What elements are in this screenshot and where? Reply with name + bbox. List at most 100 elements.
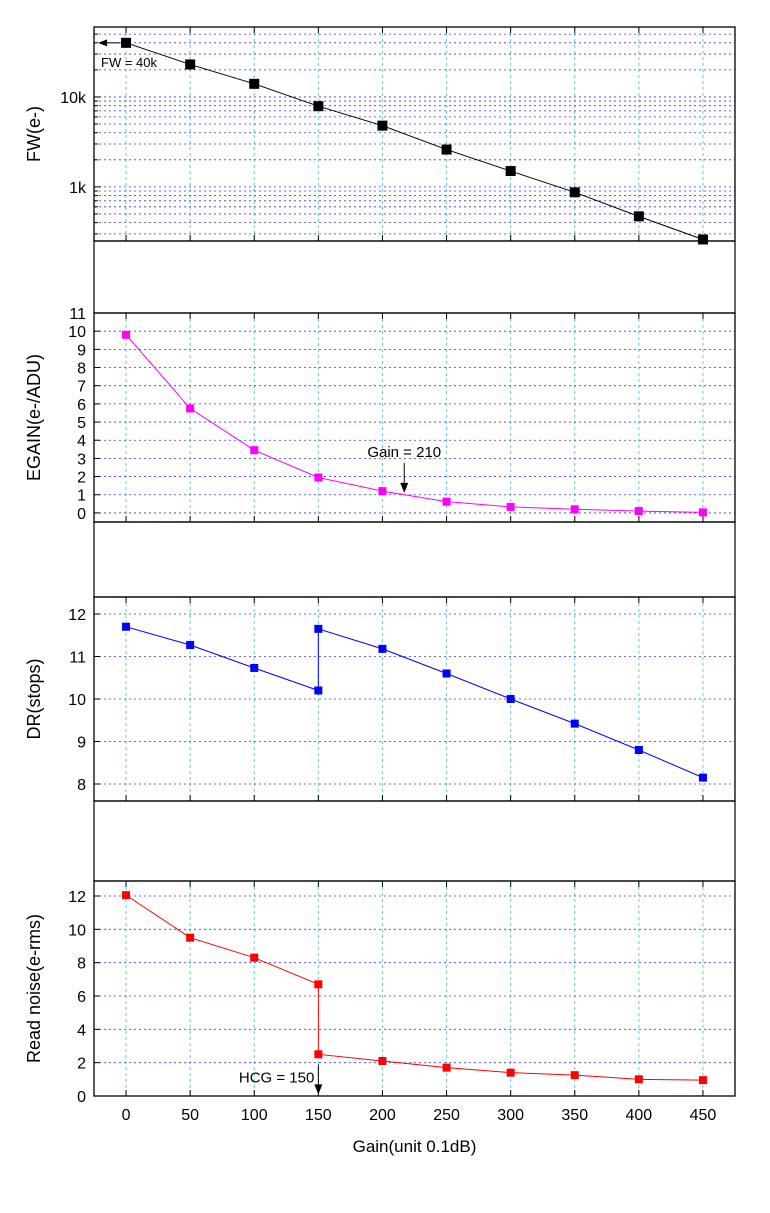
- data-point: [442, 669, 451, 678]
- data-point: [570, 1071, 579, 1080]
- panel-dr: 8 9 10 11 12 DR(stops): [24, 596, 736, 802]
- y-tick-label: 11: [69, 650, 86, 667]
- y-tick-label: 6: [77, 989, 86, 1006]
- x-tick-label: 450: [690, 1107, 717, 1124]
- data-point: [250, 953, 259, 962]
- x-tick-label: 100: [241, 1107, 268, 1124]
- series-line: [125, 334, 703, 513]
- data-point: [314, 980, 323, 989]
- annotation-arrowhead: [98, 39, 108, 47]
- y-tick-label: 3: [77, 451, 86, 468]
- data-point: [698, 1076, 707, 1085]
- data-point: [313, 101, 324, 112]
- data-point: [570, 505, 579, 514]
- data-point: [441, 144, 452, 155]
- data-point: [698, 508, 707, 517]
- y-tick-label: 4: [77, 1022, 86, 1039]
- panel-read_noise: 0 2 4 6 8 10 12 Read noise(e-rms) HCG = 150: [24, 880, 736, 1106]
- y-axis-label: Read noise(e-rms): [24, 914, 44, 1063]
- x-tick-label: 300: [497, 1107, 524, 1124]
- data-point: [378, 487, 387, 496]
- y-tick-label: 10: [68, 692, 86, 709]
- y-tick-label: 6: [77, 397, 86, 414]
- data-point: [122, 622, 131, 631]
- y-tick-label: 1k: [69, 180, 87, 197]
- y-tick-label: 12: [68, 607, 86, 624]
- series-line: [125, 626, 704, 779]
- data-point: [378, 1057, 387, 1065]
- data-point: [186, 933, 195, 942]
- plot-frame: [93, 312, 736, 523]
- x-tick-label: 0: [122, 1107, 131, 1124]
- x-tick-label: 200: [369, 1107, 396, 1124]
- annotation-arrowhead: [400, 482, 409, 493]
- y-tick-label: 9: [77, 342, 86, 359]
- annotation-label: Gain = 210: [367, 444, 441, 461]
- annotation-arrowhead: [314, 1084, 323, 1095]
- data-point: [697, 234, 708, 245]
- data-point: [314, 686, 323, 695]
- data-point: [505, 166, 516, 177]
- data-point: [314, 473, 323, 482]
- data-point: [378, 644, 387, 653]
- x-tick-label: 250: [433, 1107, 460, 1124]
- y-tick-label: 8: [77, 777, 86, 794]
- data-point: [121, 37, 132, 48]
- y-tick-label: 12: [68, 889, 86, 906]
- y-tick-label: 10k: [60, 90, 87, 107]
- y-tick-label: 10: [68, 324, 86, 341]
- data-point: [249, 78, 260, 89]
- data-point: [377, 120, 388, 131]
- y-axis-label: FW(e-): [24, 106, 44, 162]
- y-tick-label: 0: [77, 506, 86, 523]
- y-axis-label: DR(stops): [24, 658, 44, 739]
- x-tick-label: 150: [305, 1107, 332, 1124]
- y-tick-label: 7: [77, 379, 86, 396]
- y-tick-label: 0: [77, 1089, 86, 1106]
- x-tick-label: 400: [625, 1107, 652, 1124]
- data-point: [634, 507, 643, 516]
- x-axis-label: Gain(unit 0.1dB): [353, 1137, 477, 1156]
- data-point: [442, 497, 451, 506]
- y-tick-label: 8: [77, 956, 86, 973]
- panel-spacer: [93, 800, 736, 882]
- data-point: [634, 746, 643, 754]
- data-point: [250, 663, 259, 672]
- data-point: [186, 404, 195, 413]
- annotation-label: FW = 40k: [101, 55, 157, 70]
- data-point: [122, 891, 131, 900]
- data-point: [506, 1068, 515, 1077]
- y-axis-label: EGAIN(e-/ADU): [24, 354, 44, 481]
- x-tick-label: 50: [181, 1107, 199, 1124]
- y-tick-label: 9: [77, 735, 86, 752]
- data-point: [633, 211, 644, 222]
- data-point: [570, 719, 579, 728]
- panel-fw: 1k 10k FW(e-) FW = 40k: [24, 26, 736, 245]
- plot-frame: [93, 880, 736, 1097]
- data-point: [698, 773, 707, 782]
- annotation-label: HCG = 150: [239, 1069, 314, 1086]
- data-point: [569, 187, 580, 198]
- data-point: [186, 641, 195, 650]
- data-point: [442, 1063, 451, 1072]
- y-tick-label: 4: [77, 433, 86, 450]
- y-tick-label: 5: [77, 415, 86, 432]
- plot-frame: [93, 26, 736, 242]
- y-tick-label: 11: [69, 306, 86, 323]
- series-line: [125, 42, 704, 240]
- data-point: [185, 59, 196, 70]
- series-line: [125, 894, 703, 1081]
- data-point: [506, 502, 515, 511]
- y-tick-label: 2: [77, 470, 86, 487]
- x-tick-label: 350: [561, 1107, 588, 1124]
- data-point: [122, 330, 131, 339]
- panel-spacer: [93, 521, 736, 598]
- y-tick-label: 1: [77, 488, 86, 505]
- data-point: [634, 1075, 643, 1084]
- y-tick-label: 10: [68, 922, 86, 939]
- data-point: [314, 624, 323, 633]
- data-point: [250, 446, 259, 455]
